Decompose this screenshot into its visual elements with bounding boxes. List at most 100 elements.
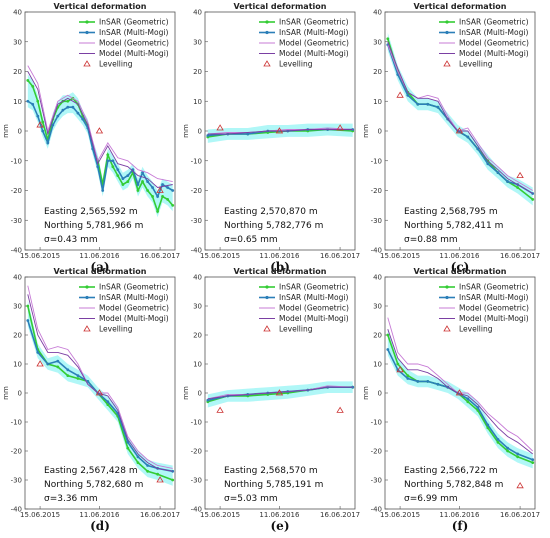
series-point <box>116 174 120 178</box>
legend-symbol <box>83 325 91 332</box>
series-point <box>246 132 250 136</box>
series-point <box>106 159 110 163</box>
y-tick-label: 40 <box>373 9 382 17</box>
x-tick-label: 11.06.2016 <box>79 511 120 519</box>
series-point <box>386 348 390 351</box>
series-point <box>46 362 50 366</box>
series-point <box>406 93 410 97</box>
legend-entry: InSAR (Geometric) <box>279 283 349 292</box>
y-tick-label: 0 <box>378 390 382 398</box>
series-point <box>426 380 430 383</box>
series-point <box>121 177 125 181</box>
series-point <box>496 438 500 441</box>
annotation-line: Easting 2,570,870 m <box>224 207 318 217</box>
series-point <box>416 380 420 383</box>
legend-symbol-dot <box>265 295 269 300</box>
legend-entry: Model (Multi-Mogi) <box>279 314 349 323</box>
panel-letter: (c) <box>451 260 470 274</box>
levelling-marker <box>275 127 284 134</box>
y-tick-label: 10 <box>13 98 22 106</box>
y-tick-label: 0 <box>18 128 22 136</box>
legend-symbol <box>83 60 91 67</box>
series-point <box>531 198 535 201</box>
series-point <box>151 186 154 189</box>
series-point <box>206 134 210 137</box>
legend-entry: InSAR (Geometric) <box>279 18 349 27</box>
x-tick-label: 11.06.2016 <box>439 252 480 260</box>
panel-title: Vertical deformation <box>414 2 507 11</box>
uncertainty-band <box>387 329 533 469</box>
x-tick-label: 11.06.2016 <box>259 252 300 260</box>
legend-entry: InSAR (Geometric) <box>459 283 529 292</box>
y-tick-label: 0 <box>378 128 382 136</box>
legend-entry: InSAR (Multi-Mogi) <box>279 293 348 302</box>
y-tick-label: -10 <box>191 157 202 165</box>
series-point <box>486 162 490 166</box>
y-tick-label: -20 <box>191 187 202 195</box>
y-tick-label: -10 <box>11 157 22 165</box>
series-point <box>56 359 60 363</box>
legend-symbol-dot <box>265 30 269 35</box>
y-tick-label: 40 <box>373 274 382 282</box>
legend-symbol-dot <box>265 285 269 289</box>
y-axis-label: mm <box>362 386 370 400</box>
y-tick-label: -30 <box>371 217 382 225</box>
series-point <box>66 374 70 377</box>
series-point <box>516 186 520 189</box>
legend-entry: InSAR (Multi-Mogi) <box>99 293 168 302</box>
series-point <box>51 123 55 127</box>
series-point <box>81 117 85 121</box>
series-point <box>96 165 100 169</box>
y-axis-label: mm <box>2 124 10 138</box>
levelling-marker <box>36 360 44 367</box>
y-tick-label: -10 <box>191 419 202 427</box>
x-tick-label: 15.06.2015 <box>20 511 60 519</box>
series-point <box>161 195 164 198</box>
y-tick-label: 10 <box>193 361 202 369</box>
levelling-marker <box>516 482 524 489</box>
y-tick-label: 10 <box>13 361 22 369</box>
y-tick-label: 30 <box>193 38 202 46</box>
series-point <box>166 186 170 189</box>
chart-panel-5: Vertical deformation -40 -30 -20 -10 0 10 20 30 4… <box>182 267 360 533</box>
legend-symbol-dot <box>445 30 449 35</box>
legend-symbol <box>263 60 271 67</box>
series-point <box>101 189 105 192</box>
series-point <box>146 469 150 473</box>
series-point <box>126 446 130 450</box>
annotation-line: Northing 5,785,191 m <box>224 480 323 490</box>
legend-symbol <box>443 325 451 332</box>
y-tick-label: 30 <box>13 38 22 46</box>
annotation-line: Northing 5,781,966 m <box>44 221 143 231</box>
series-point <box>351 128 355 131</box>
levelling-marker <box>95 127 104 134</box>
annotation-line: σ=6.99 mm <box>404 494 458 504</box>
annotation-line: Easting 2,567,428 m <box>44 466 138 476</box>
panel-letter: (a) <box>90 260 109 274</box>
y-axis-label: mm <box>2 386 10 400</box>
legend-symbol-dot <box>85 285 89 289</box>
legend-symbol-dot <box>85 295 89 300</box>
series-point <box>56 114 60 118</box>
series-point <box>531 458 535 462</box>
legend-entry: Model (Geometric) <box>459 304 529 313</box>
chart-panel-2: Vertical deformation -40 -30 -20 -10 0 10 20 30 4… <box>182 2 360 274</box>
y-tick-label: -40 <box>191 506 202 514</box>
panel-title: Vertical deformation <box>414 267 507 276</box>
levelling-marker <box>275 389 284 396</box>
series-point <box>151 195 154 198</box>
series-point <box>146 189 150 192</box>
series-point <box>476 147 480 151</box>
series-point <box>41 129 45 133</box>
series-point <box>171 478 175 482</box>
annotation-line: Easting 2,568,795 m <box>404 207 498 217</box>
x-tick-label: 11.06.2016 <box>259 511 300 519</box>
annotation-line: σ=3.36 mm <box>44 494 98 504</box>
annotation-line: σ=0.88 mm <box>404 235 458 245</box>
x-tick-label: 16.06.2017 <box>140 511 180 519</box>
levelling-marker <box>156 476 164 483</box>
legend-entry: Levelling <box>279 60 313 69</box>
series-point <box>506 180 510 183</box>
annotation-line: Northing 5,782,848 m <box>404 480 503 490</box>
series-point <box>76 111 80 115</box>
